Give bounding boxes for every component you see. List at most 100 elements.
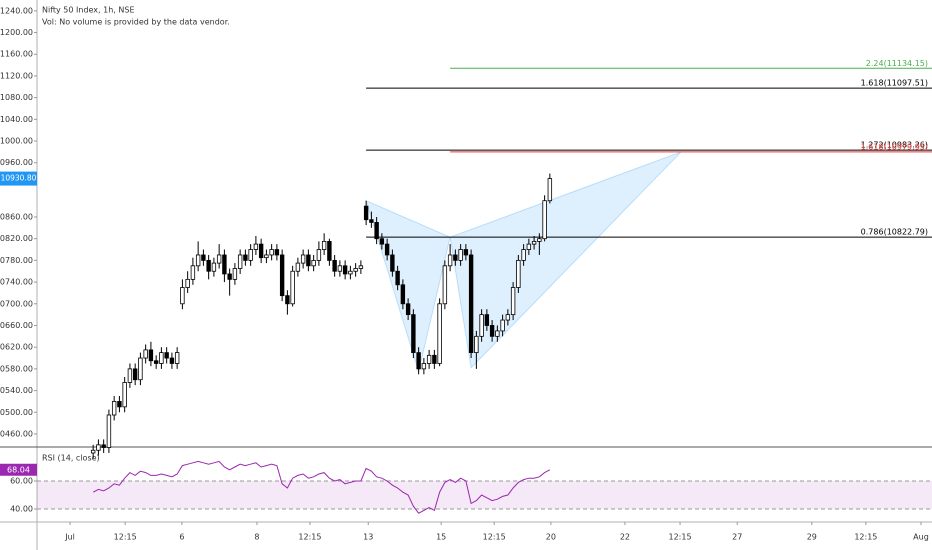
candle-body — [332, 259, 337, 272]
y-tick-label: 10620.00 — [0, 343, 33, 352]
y-tick-label: 10500.00 — [0, 408, 33, 417]
candle-body — [285, 295, 290, 305]
rsi-title: RSI (14, close) — [42, 454, 100, 463]
candle-body — [274, 249, 280, 256]
candle-body — [531, 241, 537, 245]
candle-body — [159, 352, 164, 364]
candle-body — [106, 414, 112, 448]
y-tick-label: 11040.00 — [0, 115, 33, 124]
candle-body — [258, 243, 264, 259]
candle-body — [495, 330, 500, 337]
candle-body — [279, 254, 285, 297]
candle-body — [327, 241, 332, 261]
last-price-label: 10930.80 — [1, 174, 37, 183]
candle-body — [411, 314, 416, 354]
candle-body — [111, 401, 117, 416]
candle-body — [306, 254, 311, 267]
x-tick-label: 22 — [620, 533, 630, 542]
volume-note: Vol: No volume is provided by the data v… — [42, 18, 230, 27]
candle-body — [405, 303, 411, 316]
candle-body — [316, 249, 322, 261]
candle-body — [374, 222, 379, 240]
candle-body — [211, 262, 217, 272]
candle-body — [547, 178, 553, 202]
candle-body — [447, 254, 453, 267]
y-tick-label: 11200.00 — [0, 28, 33, 37]
x-tick-label: 12:15 — [854, 533, 877, 542]
x-tick-label: Jul — [64, 533, 75, 542]
candle-body — [237, 254, 243, 269]
candle-body — [342, 265, 348, 275]
x-tick-label: 15 — [436, 533, 446, 542]
y-tick-label: 10740.00 — [0, 278, 33, 287]
candle-body — [290, 270, 295, 305]
rsi-last-label: 68.04 — [7, 465, 30, 474]
candle-body — [463, 249, 469, 256]
candle-body — [442, 265, 448, 305]
candle-body — [505, 314, 511, 321]
x-tick-label: 12:15 — [298, 533, 321, 542]
candle-body — [222, 254, 227, 275]
candle-body — [148, 349, 154, 362]
candle-body — [432, 354, 437, 364]
candle-body — [243, 254, 248, 261]
candle-body — [489, 325, 495, 337]
candle-body — [195, 254, 201, 267]
y-tick-label: 10820.00 — [0, 234, 33, 243]
y-tick-label: 11120.00 — [0, 71, 33, 80]
level-label: 1.272(10983.26) — [861, 141, 928, 150]
y-tick-label: 10540.00 — [0, 386, 33, 395]
rsi-line — [92, 460, 551, 514]
candle-body — [264, 254, 269, 259]
y-tick-label: 11240.00 — [0, 6, 33, 15]
candle-body — [190, 265, 196, 280]
candle-body — [248, 249, 253, 261]
level-label: 1.618(10979.95) — [861, 142, 928, 151]
y-tick-label: 11080.00 — [0, 93, 33, 102]
x-tick-label: Aug — [913, 533, 929, 542]
x-tick-label: 6 — [179, 533, 184, 542]
chart-title: Nifty 50 Index, 1h, NSE — [42, 6, 135, 15]
level-label: 2.24(11134.15) — [866, 59, 928, 68]
candle-body — [185, 278, 190, 288]
candle-body — [90, 449, 96, 454]
rsi-last-badge — [0, 463, 37, 476]
candle-body — [127, 368, 133, 383]
candle-body — [395, 270, 400, 286]
candle-body — [253, 243, 259, 250]
x-tick-label: 8 — [254, 533, 259, 542]
rsi-band — [37, 481, 932, 509]
candle-body — [453, 254, 458, 261]
candle-body — [132, 368, 138, 381]
candle-body — [321, 241, 327, 250]
candle-body — [353, 268, 358, 272]
candle-body — [379, 238, 385, 245]
candle-body — [369, 219, 374, 223]
x-tick-label: 27 — [732, 533, 742, 542]
candle-body — [537, 238, 542, 242]
candle-body — [510, 287, 516, 316]
rsi-y-tick-label: 40.00 — [10, 504, 33, 513]
candle-body — [542, 200, 547, 240]
y-tick-label: 11160.00 — [0, 50, 33, 59]
y-tick-label: 10960.00 — [0, 158, 33, 167]
candle-body — [201, 254, 206, 261]
candle-body — [358, 265, 364, 269]
y-tick-label: 10460.00 — [0, 429, 33, 438]
x-tick-label: 13 — [363, 533, 373, 542]
candle-body — [180, 287, 185, 305]
candle-body — [216, 254, 222, 264]
candle-body — [138, 357, 143, 381]
candle-body — [426, 354, 432, 364]
candle-body — [117, 401, 122, 408]
candle-body — [311, 259, 316, 267]
candle-body — [390, 254, 395, 272]
candle-body — [516, 259, 521, 288]
candle-body — [232, 268, 238, 280]
x-tick-label: 12:15 — [483, 533, 506, 542]
candle-body — [479, 314, 484, 337]
x-tick-label: 12:15 — [114, 533, 137, 542]
candle-body — [468, 254, 474, 354]
